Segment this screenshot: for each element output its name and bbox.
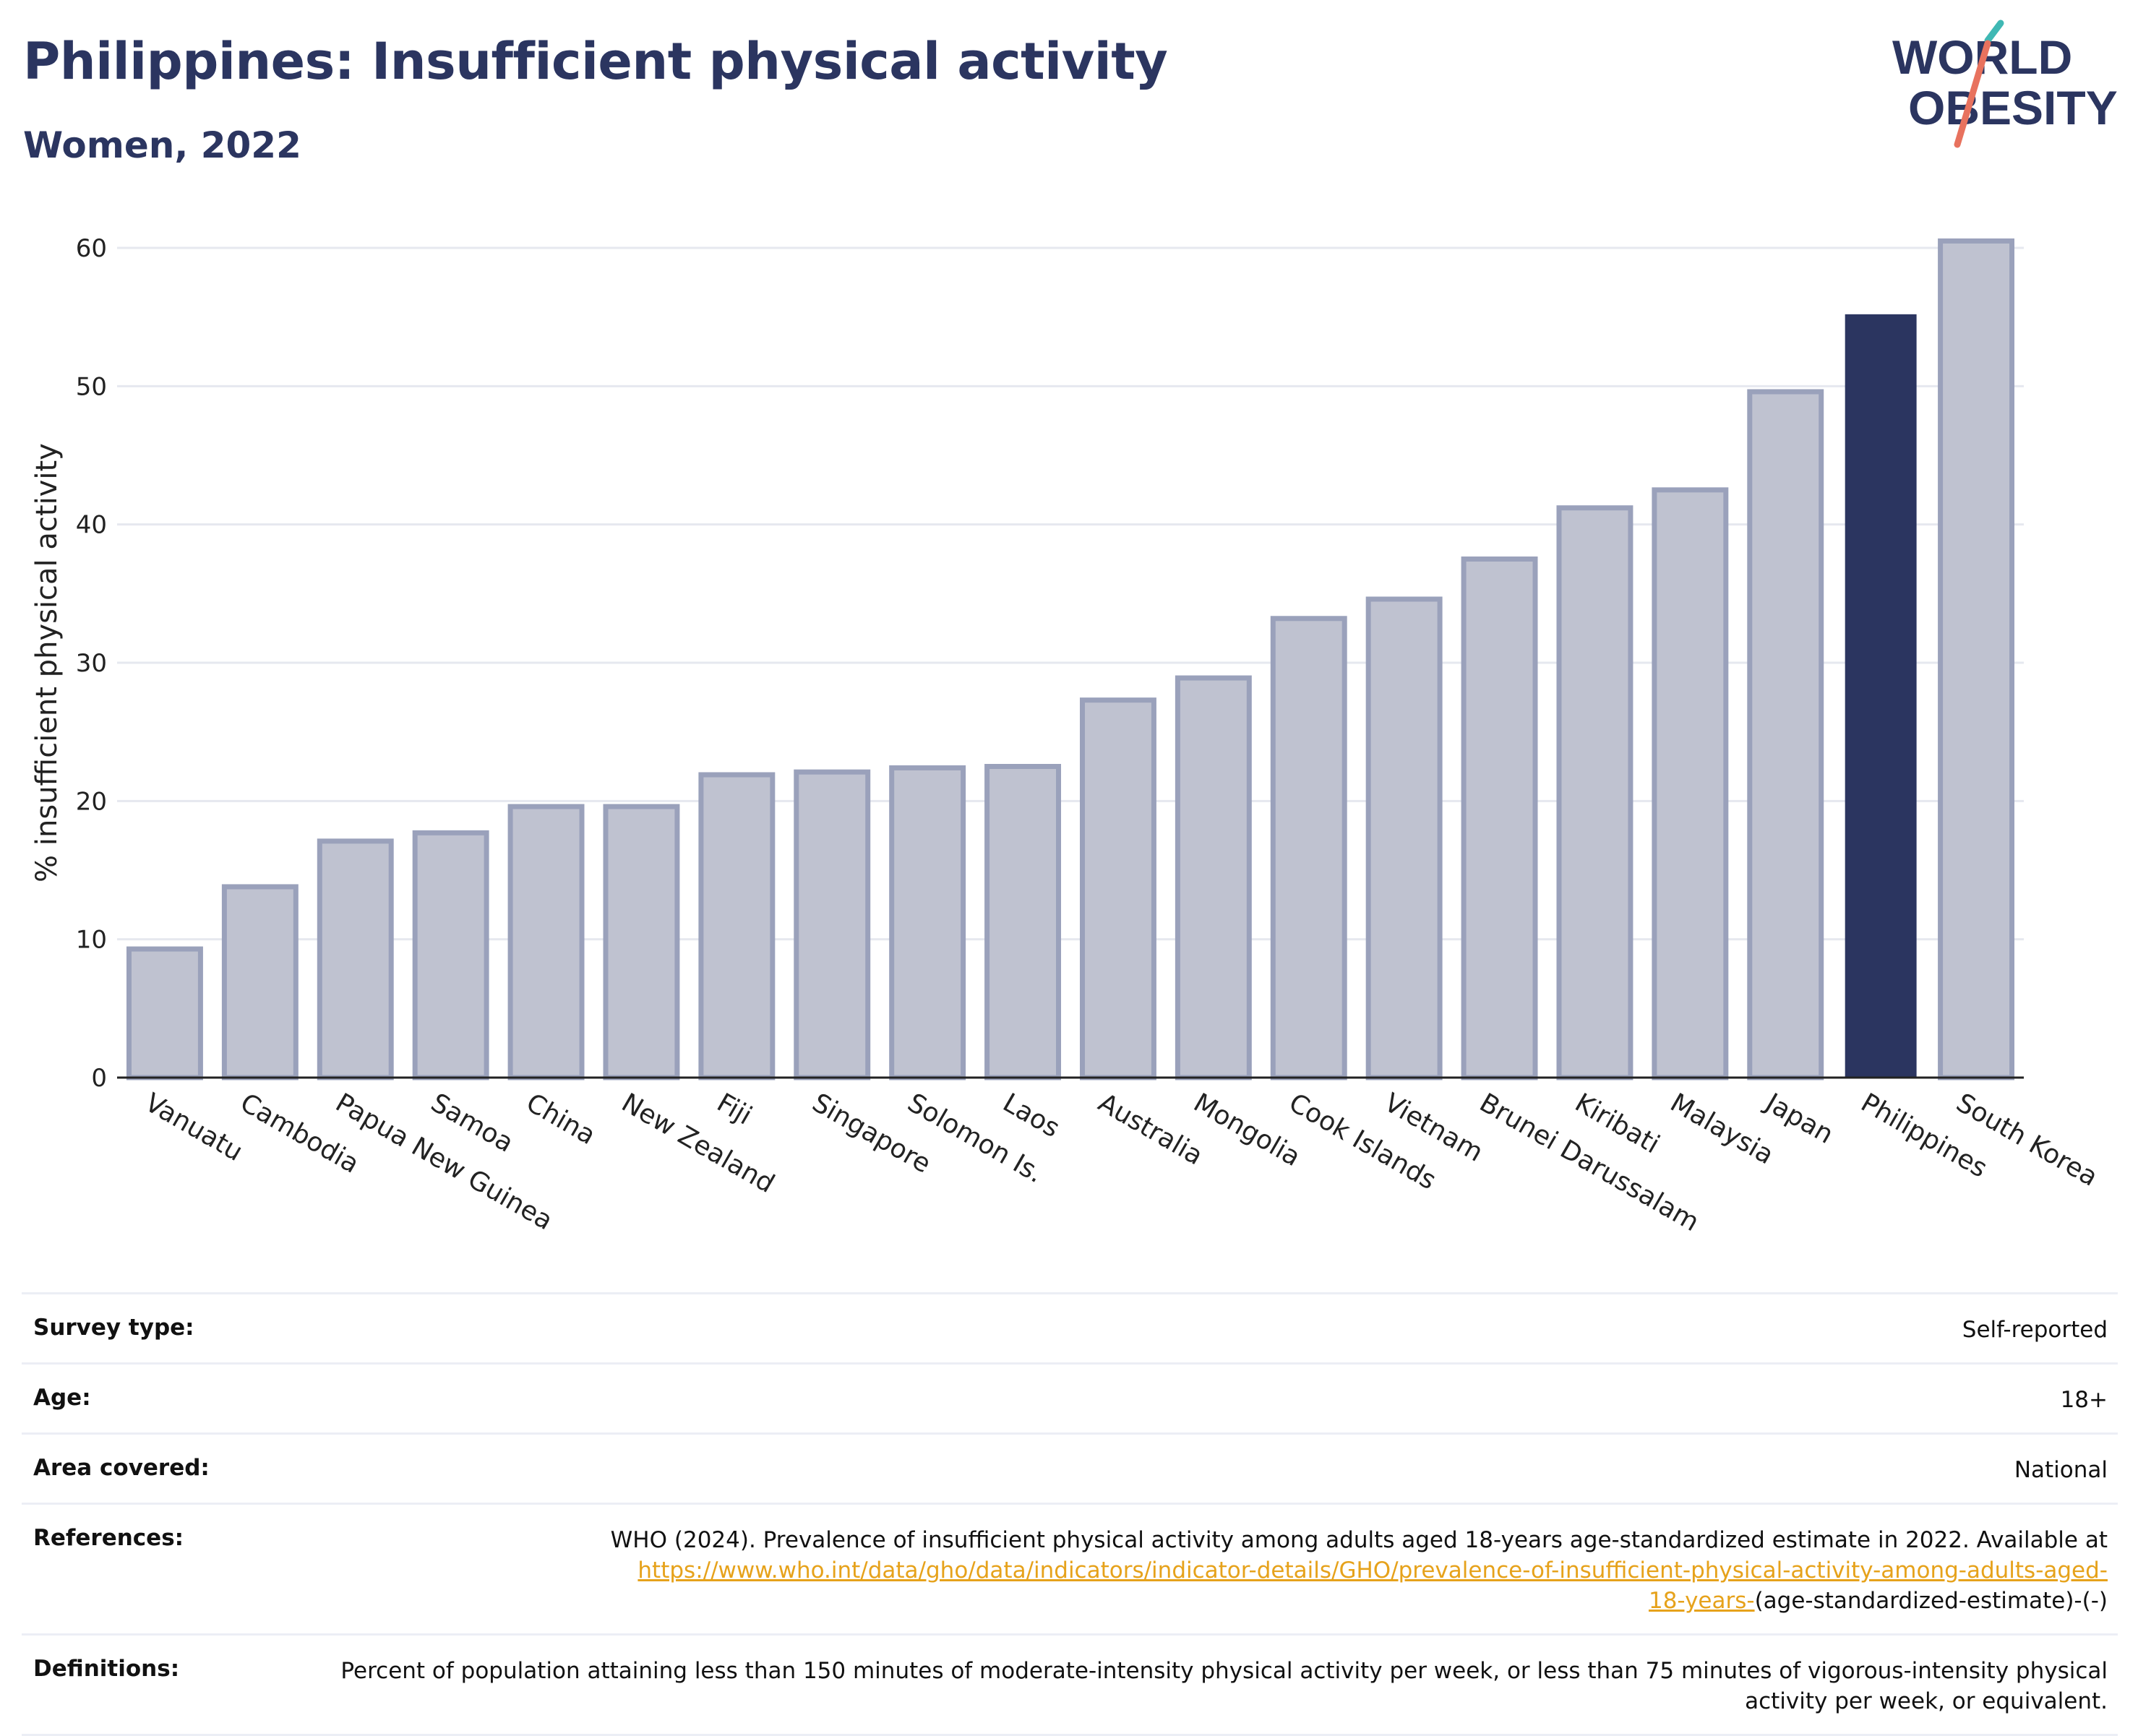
chart-title: Philippines: Insufficient physical activ… [23, 32, 1168, 91]
bar-japan [1747, 389, 1824, 1080]
meta-value: National [2014, 1457, 2108, 1483]
meta-key: References: [33, 1525, 184, 1551]
bar-vanuatu [126, 946, 203, 1080]
y-tick-label: 60 [76, 234, 107, 263]
meta-value: Percent of population attaining less tha… [340, 1658, 2108, 1714]
reference-link-continued[interactable]: 18-years- [1648, 1588, 1755, 1614]
bar-cook-islands [1270, 616, 1347, 1080]
bar-mongolia [1175, 675, 1252, 1080]
meta-key: Age: [33, 1385, 91, 1411]
world-obesity-logo: WORLD OBESITY [1892, 20, 2118, 148]
x-tick-label: Malaysia [1665, 1088, 1779, 1170]
bar-new-zealand [603, 804, 680, 1080]
y-tick-label: 30 [76, 649, 107, 678]
x-tick-label: Vanuatu [139, 1088, 247, 1167]
bar-australia [1079, 697, 1156, 1080]
meta-row-area-covered: Area covered: National [22, 1435, 2118, 1505]
bar-singapore [794, 769, 871, 1080]
bar-brunei-darussalam [1461, 557, 1538, 1080]
bar-china [507, 804, 585, 1080]
bar-samoa [412, 830, 489, 1080]
bar-vietnam [1365, 596, 1443, 1080]
meta-key: Survey type: [33, 1315, 194, 1341]
bar-kiribati [1556, 505, 1633, 1080]
bars [126, 238, 2015, 1080]
meta-row-age: Age: 18+ [22, 1365, 2118, 1435]
reference-suffix: (age-standardized-estimate)-(-) [1754, 1588, 2108, 1614]
y-tick-label: 20 [76, 787, 107, 816]
bar-laos [984, 764, 1062, 1080]
y-tick-label: 0 [91, 1064, 107, 1093]
bar-solomon-is [889, 765, 966, 1080]
x-tick-label: China [521, 1088, 601, 1151]
bar-south-korea [1938, 238, 2015, 1080]
x-tick-label: Australia [1093, 1088, 1207, 1171]
metadata-table: Survey type: Self-reported Age: 18+ Area… [22, 1292, 2118, 1736]
grid-lines [117, 246, 2024, 941]
y-tick-label: 10 [76, 926, 107, 955]
bar-fiji [698, 772, 776, 1080]
y-tick-label: 50 [76, 372, 107, 401]
y-tick-label: 40 [76, 511, 107, 540]
meta-row-references: References: WHO (2024). Prevalence of in… [22, 1505, 2118, 1636]
x-tick-label: Mongolia [1188, 1088, 1305, 1172]
meta-value: 18+ [2060, 1387, 2108, 1413]
bar-papua-new-guinea [317, 838, 394, 1080]
y-axis-label: % insufficient physical activity [30, 443, 64, 882]
logo-slash-teal [1984, 20, 2004, 44]
logo-slash-coral [1954, 40, 1991, 148]
bar-malaysia [1652, 487, 1729, 1080]
x-tick-label: Laos [998, 1088, 1065, 1143]
reference-link[interactable]: https://www.who.int/data/gho/data/indica… [637, 1557, 2108, 1584]
logo-line2: OBESITY [1908, 81, 2118, 134]
meta-row-survey-type: Survey type: Self-reported [22, 1294, 2118, 1365]
meta-value: Self-reported [1962, 1317, 2108, 1343]
meta-key: Area covered: [33, 1455, 210, 1481]
meta-value: WHO (2024). Prevalence of insufficient p… [611, 1525, 2108, 1616]
meta-key: Definitions: [33, 1656, 180, 1682]
bar-cambodia [221, 884, 299, 1080]
x-tick-label: Fiji [712, 1088, 757, 1131]
reference-text: WHO (2024). Prevalence of insufficient p… [610, 1527, 2108, 1553]
chart-subtitle: Women, 2022 [23, 124, 301, 166]
meta-row-definitions: Definitions: Percent of population attai… [22, 1636, 2118, 1736]
bar-philippines [1845, 314, 1917, 1078]
